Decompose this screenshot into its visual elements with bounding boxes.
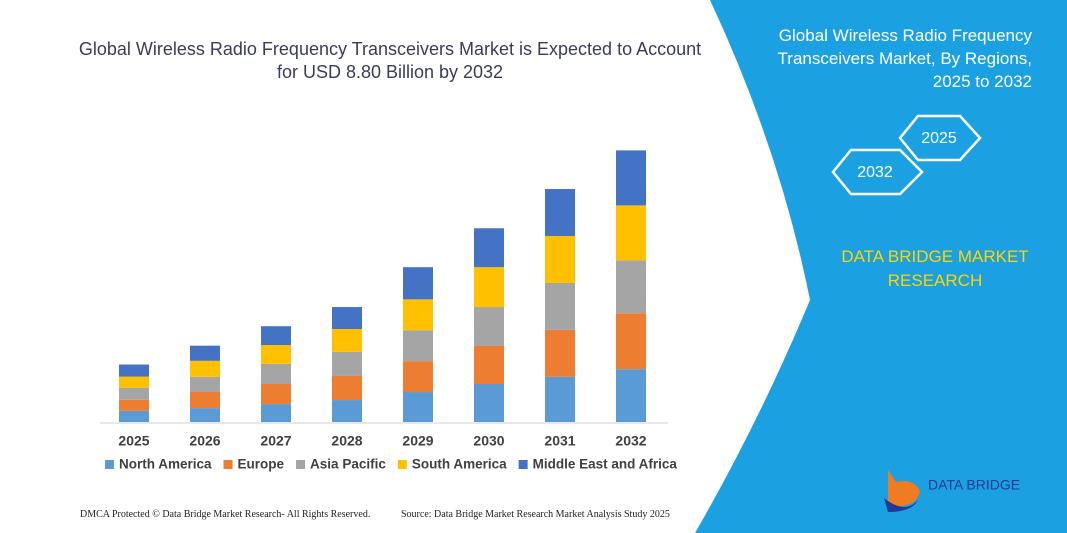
hexagon <box>831 148 924 196</box>
x-tick-label: 2028 <box>331 433 362 449</box>
legend-swatch <box>397 460 407 469</box>
bar-segment <box>190 376 220 393</box>
bar-segment <box>332 400 362 422</box>
legend-label: Middle East and Africa <box>533 457 678 472</box>
bar-segment <box>190 345 220 361</box>
x-tick-label: 2031 <box>544 433 575 449</box>
bar-segment <box>545 189 575 236</box>
bar-segment <box>119 399 149 411</box>
logo-text: DATA BRIDGE <box>928 477 1020 493</box>
bar-segment <box>545 282 575 330</box>
bar-segment <box>403 267 433 300</box>
bar-segment <box>119 364 149 377</box>
x-tick-label: 2030 <box>473 433 504 449</box>
legend-swatch <box>105 460 114 469</box>
legend-label: South America <box>412 457 507 472</box>
bar-segment <box>261 363 291 384</box>
bar-segment <box>474 267 504 308</box>
bar-segment <box>332 328 362 352</box>
bar-segment <box>332 307 362 329</box>
bar-segment <box>403 392 433 422</box>
footer-right: Source: Data Bridge Market Research Mark… <box>401 509 670 520</box>
bar-segment <box>261 404 291 422</box>
chart-title: Global Wireless Radio Frequency Transcei… <box>78 39 702 82</box>
x-tick-label: 2029 <box>402 433 433 449</box>
bar-segment <box>190 392 220 409</box>
logo <box>884 470 920 512</box>
legend-swatch <box>296 460 306 469</box>
bar-segment <box>545 329 575 377</box>
bar-segment <box>474 345 504 384</box>
bar-segment <box>403 330 433 362</box>
x-tick-label: 2032 <box>615 433 646 449</box>
bar-segment <box>616 313 646 370</box>
bar-segment <box>190 408 220 422</box>
bar-segment <box>190 360 220 377</box>
bar-segment <box>403 299 433 331</box>
bar-segment <box>403 361 433 393</box>
legend-label: Asia Pacific <box>310 457 386 472</box>
bar-segment <box>474 383 504 422</box>
brand: DATA BRIDGE MARKET RESEARCH <box>841 247 1029 290</box>
bar-segment <box>545 376 575 422</box>
bar-segment <box>616 369 646 422</box>
legend-swatch <box>518 460 528 469</box>
bar-segment <box>261 345 291 364</box>
bar-segment <box>332 351 362 376</box>
bar-segment <box>119 387 149 400</box>
x-tick-label: 2027 <box>260 433 291 449</box>
hexagon-label: 2025 <box>921 130 957 147</box>
hexagon-label: 2032 <box>857 164 893 181</box>
bar-segment <box>616 150 646 206</box>
bar-segment <box>261 383 291 405</box>
bar-segment <box>119 376 149 388</box>
bar-segment <box>261 326 291 346</box>
bar-segment <box>616 260 646 314</box>
bar-segment <box>332 375 362 401</box>
x-tick-label: 2025 <box>118 433 149 449</box>
footer-left: DMCA Protected © Data Bridge Market Rese… <box>80 509 371 520</box>
x-tick-label: 2026 <box>189 433 220 449</box>
bar-segment <box>474 228 504 268</box>
bar-segment <box>119 410 149 422</box>
legend-label: North America <box>119 457 212 472</box>
legend-swatch <box>223 460 233 469</box>
hexagon <box>898 114 982 162</box>
bar-segment <box>545 235 575 283</box>
legend-label: Europe <box>238 457 285 472</box>
panel-title: Global Wireless Radio Frequency Transcei… <box>777 26 1032 91</box>
bar-segment <box>616 205 646 261</box>
bar-segment <box>474 307 504 346</box>
